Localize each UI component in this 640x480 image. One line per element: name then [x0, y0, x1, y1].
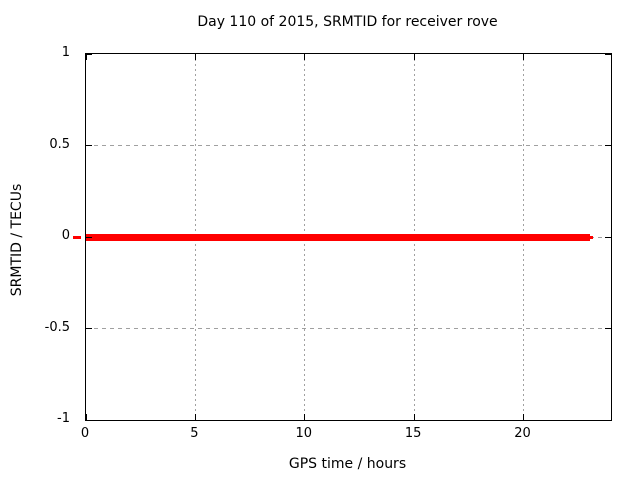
x-tick-mark — [523, 414, 524, 420]
y-tick-mark — [86, 236, 92, 238]
x-axis-label: GPS time / hours — [288, 456, 407, 472]
y-tick-label: 0.5 — [49, 136, 70, 152]
y-tick-label: -0.5 — [44, 319, 70, 335]
y-gridline — [86, 328, 611, 329]
y-tick-label: -1 — [57, 411, 70, 426]
series-start-cap — [73, 236, 81, 239]
y-tick-mark — [605, 236, 611, 238]
y-tick-mark — [605, 419, 611, 421]
plot-area — [73, 53, 612, 421]
y-tick-mark — [605, 145, 611, 146]
x-tick-mark — [413, 414, 415, 420]
x-tick-label: 15 — [404, 426, 422, 441]
y-gridline — [86, 145, 611, 146]
y-tick-mark — [86, 145, 92, 146]
x-tick-label: 5 — [190, 426, 199, 441]
x-tick-mark — [194, 54, 196, 60]
y-tick-label: 0 — [61, 228, 70, 243]
x-tick-label: 10 — [295, 426, 313, 441]
x-tick-mark — [85, 54, 87, 60]
x-tick-mark — [304, 414, 306, 420]
y-tick-mark — [605, 53, 611, 55]
x-tick-mark — [304, 54, 306, 60]
y-tick-label: 1 — [61, 45, 70, 60]
chart-title: Day 110 of 2015, SRMTID for receiver rov… — [197, 14, 498, 30]
series-end-cap — [590, 236, 594, 239]
y-tick-mark — [86, 419, 92, 421]
y-tick-mark — [605, 328, 611, 329]
data-series-line — [86, 234, 591, 241]
x-tick-mark — [523, 54, 524, 60]
x-tick-mark — [194, 414, 196, 420]
x-tick-label: 0 — [80, 426, 90, 441]
y-tick-mark — [86, 53, 92, 55]
y-tick-mark — [86, 328, 92, 329]
x-tick-label: 20 — [514, 426, 531, 441]
x-tick-mark — [413, 54, 415, 60]
x-tick-mark — [85, 414, 87, 420]
